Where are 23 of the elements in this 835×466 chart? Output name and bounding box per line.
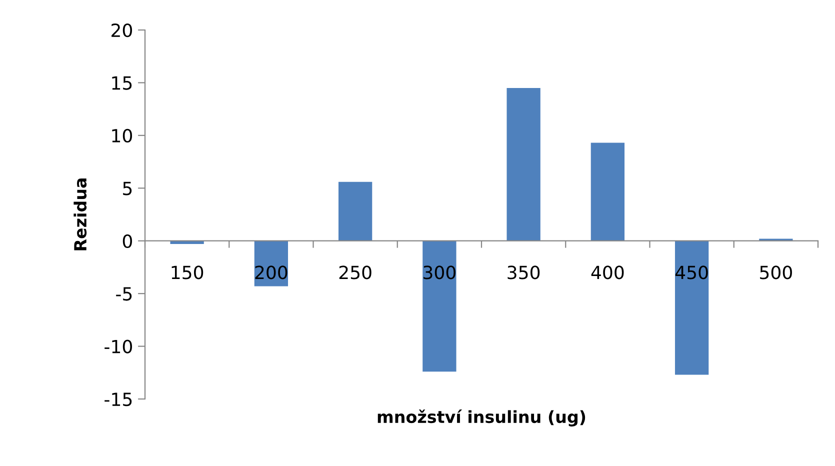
y-tick-label: -5	[116, 287, 132, 301]
y-tick-label: 15	[112, 76, 132, 90]
x-axis-title: množství insulinu (ug)	[378, 410, 586, 426]
x-tick-label: 450	[675, 266, 708, 280]
bar	[422, 240, 456, 372]
y-tick-label: -10	[104, 340, 132, 354]
x-tick-label: 250	[339, 266, 372, 280]
bar	[338, 182, 372, 241]
y-tick-label: 20	[112, 23, 132, 38]
x-tick-label: 400	[591, 266, 624, 280]
bar	[590, 142, 625, 241]
y-tick-label: 10	[112, 128, 132, 143]
x-tick-label: 500	[760, 266, 792, 280]
y-tick-label: 0	[122, 234, 132, 248]
x-tick-label: 200	[255, 266, 288, 280]
x-tick-label: 300	[424, 266, 456, 280]
y-tick-label: -15	[104, 392, 132, 406]
x-tick-label: 350	[508, 266, 540, 280]
bar	[506, 88, 540, 241]
x-tick-label: 150	[172, 266, 204, 280]
y-tick-label: 5	[123, 182, 132, 196]
bar	[674, 240, 709, 375]
y-axis-title: Rezidua	[74, 178, 87, 250]
